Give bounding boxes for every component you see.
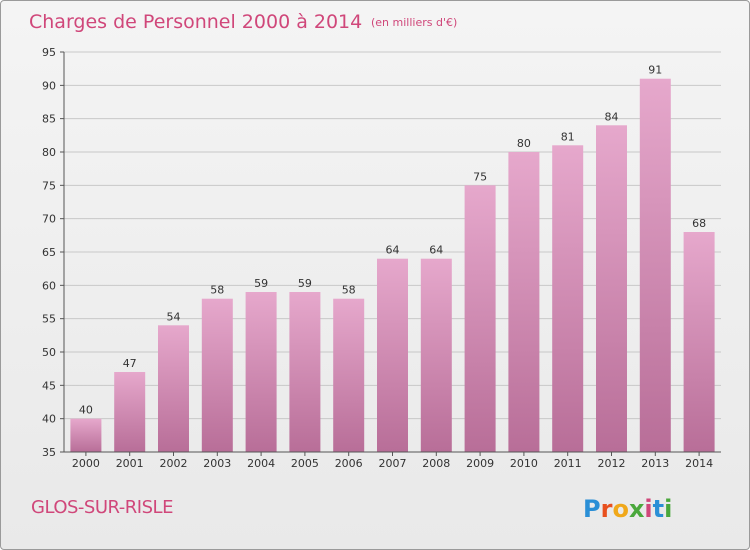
x-tick-label: 2013 [641, 457, 669, 470]
chart-title: Charges de Personnel 2000 à 2014 [29, 11, 362, 33]
x-tick-label: 2003 [203, 457, 231, 470]
y-tick-label: 65 [42, 246, 56, 259]
x-tick-label: 2010 [510, 457, 538, 470]
x-tick-label: 2007 [379, 457, 407, 470]
bar [289, 292, 321, 452]
bar-value-label: 64 [429, 244, 443, 257]
bar-value-label: 58 [342, 284, 356, 297]
bars: 40 47 54 58 59 59 58 64 64 75 80 81 84 91 68 [70, 64, 715, 453]
logo-letter: i [664, 495, 672, 523]
bar-value-label: 81 [561, 130, 575, 143]
y-tick-label: 45 [42, 379, 56, 392]
bar-value-label: 58 [210, 284, 224, 297]
logo-letter: x [629, 495, 645, 523]
y-tick-label: 35 [42, 446, 56, 459]
bar [552, 145, 584, 453]
bar [201, 298, 233, 452]
unit-note: (en milliers d'€) [371, 16, 457, 29]
bar-value-label: 64 [386, 244, 400, 257]
bar-value-label: 40 [79, 404, 93, 417]
y-tick-label: 95 [42, 46, 56, 59]
bar-value-label: 59 [298, 277, 312, 290]
x-tick-label: 2012 [598, 457, 626, 470]
y-tick-label: 85 [42, 113, 56, 126]
bar-value-label: 59 [254, 277, 268, 290]
bar-value-label: 75 [473, 170, 487, 183]
bar-value-label: 84 [605, 110, 619, 123]
bar-value-label: 91 [648, 64, 662, 77]
bar [420, 258, 452, 452]
x-tick-label: 2011 [554, 457, 582, 470]
y-tick-label: 75 [42, 179, 56, 192]
x-tick-label: 2005 [291, 457, 319, 470]
bar [377, 258, 408, 452]
x-tick-label: 2014 [685, 457, 713, 470]
bar [596, 125, 627, 453]
x-tick-label: 2009 [466, 457, 494, 470]
bar [683, 232, 715, 452]
logo-letter: r [601, 495, 613, 523]
bar [158, 325, 189, 452]
bar [639, 78, 671, 452]
y-tick-label: 50 [42, 346, 56, 359]
logo-letter: P [583, 495, 601, 523]
bar [333, 298, 365, 452]
bar [245, 292, 277, 452]
bar-value-label: 47 [123, 357, 137, 370]
x-tick-label: 2001 [116, 457, 144, 470]
logo-letter: t [653, 495, 664, 523]
bar-value-label: 80 [517, 137, 531, 150]
bar-value-label: 68 [692, 217, 706, 230]
bar [70, 418, 102, 452]
x-tick-label: 2008 [422, 457, 450, 470]
x-tick-label: 2002 [160, 457, 188, 470]
place-name: GLOS-SUR-RISLE [31, 497, 173, 518]
bar [508, 152, 540, 452]
proxiti-logo: Proxiti [583, 495, 672, 523]
y-tick-label: 55 [42, 313, 56, 326]
bar [114, 372, 146, 452]
y-tick-label: 40 [42, 413, 56, 426]
logo-letter: o [612, 495, 629, 523]
bar-value-label: 54 [167, 310, 181, 323]
y-tick-label: 90 [42, 79, 56, 92]
y-tick-label: 70 [42, 213, 56, 226]
x-tick-label: 2000 [72, 457, 100, 470]
logo-letter: i [644, 495, 652, 523]
y-tick-label: 80 [42, 146, 56, 159]
x-tick-label: 2006 [335, 457, 363, 470]
y-tick-label: 60 [42, 279, 56, 292]
bar [464, 185, 496, 453]
x-tick-label: 2004 [247, 457, 275, 470]
axes: 35 40 45 50 55 60 65 70 75 80 85 90 95 2000 2001 2002 20… [42, 46, 721, 470]
